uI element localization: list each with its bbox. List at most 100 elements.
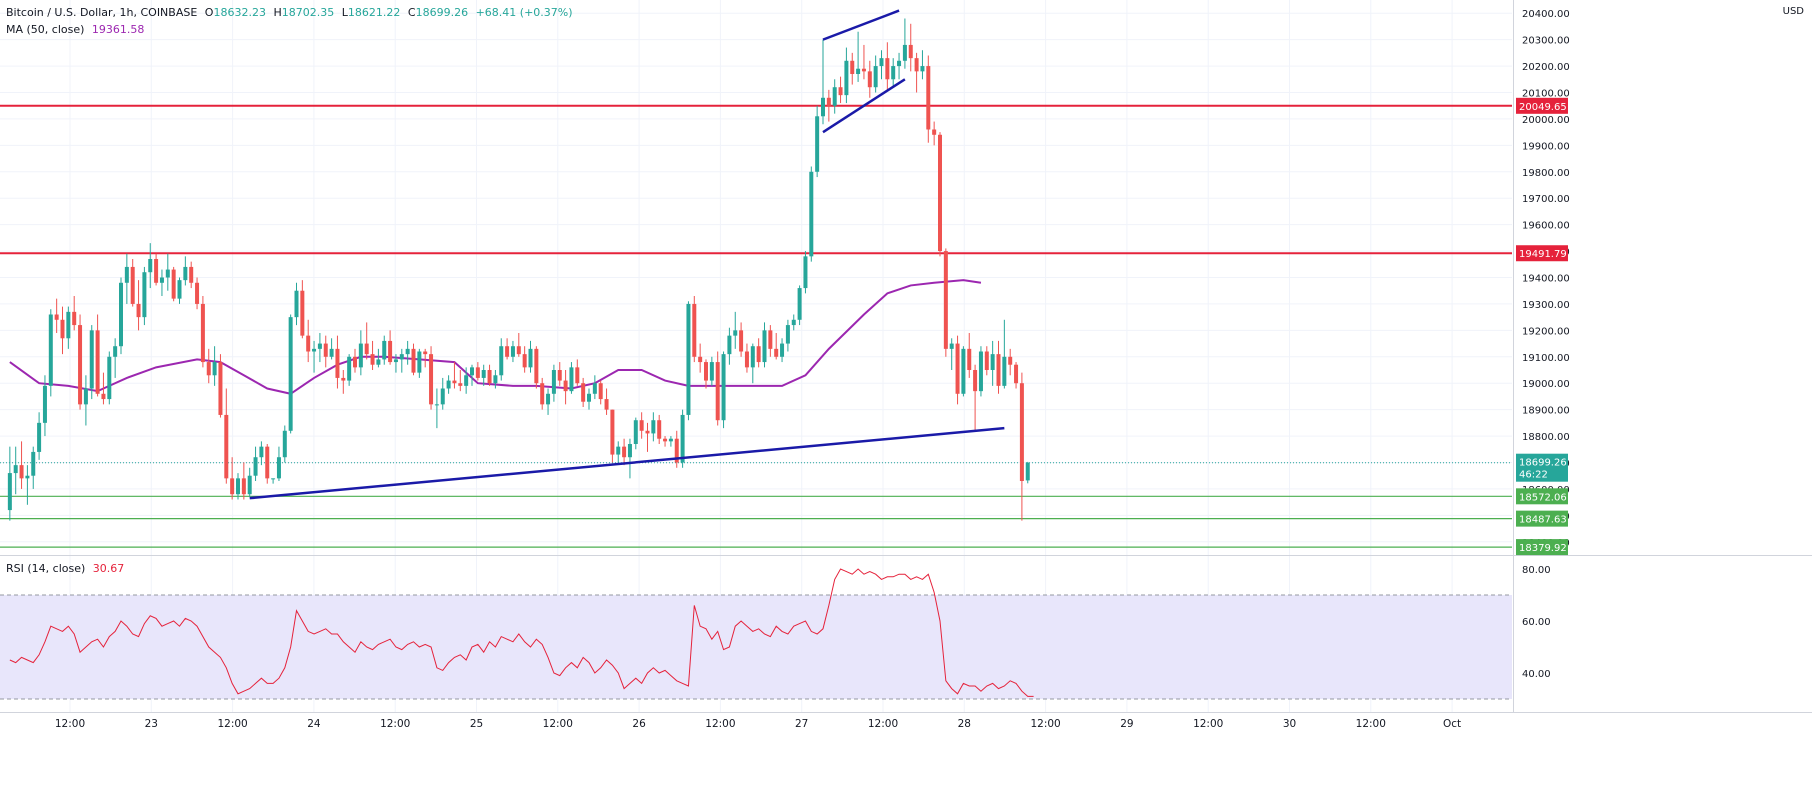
candle: [774, 333, 779, 360]
rsi-legend[interactable]: RSI (14, close) 30.67: [6, 562, 128, 575]
candle: [78, 314, 83, 410]
candle: [516, 333, 521, 357]
candle: [709, 356, 714, 386]
candles: [7, 18, 1030, 521]
candle: [19, 441, 24, 489]
candle: [569, 362, 574, 394]
candle-body: [148, 259, 153, 273]
price-tick-label: 19200.00: [1522, 326, 1570, 337]
rsi-tick-label: 60.00: [1522, 617, 1551, 628]
candle-body: [399, 354, 404, 360]
candle-body: [867, 71, 872, 88]
candle: [358, 330, 363, 376]
candle: [692, 296, 697, 363]
candle: [341, 370, 346, 394]
candle-body: [265, 446, 270, 479]
price-tick-label: 19800.00: [1522, 168, 1570, 179]
price-grid: [0, 0, 1512, 712]
candle-body: [598, 383, 603, 400]
candle-body: [774, 348, 779, 357]
symbol-name: Bitcoin / U.S. Dollar, 1h, COINBASE: [6, 6, 198, 19]
candle: [704, 359, 708, 389]
candle-body: [821, 97, 825, 117]
candle: [200, 296, 205, 368]
rsi-line: [9, 568, 1034, 697]
candle: [66, 306, 71, 349]
candle: [891, 58, 896, 88]
time-tick-label: 12:00: [543, 718, 573, 730]
candle: [353, 348, 357, 373]
candle-body: [1025, 462, 1030, 481]
candle: [674, 430, 679, 468]
candle-body: [768, 330, 773, 349]
candle-body: [493, 375, 498, 384]
candle: [429, 346, 434, 410]
candle-body: [282, 430, 287, 458]
candle: [399, 348, 404, 373]
candle: [627, 438, 632, 479]
candle: [756, 338, 761, 368]
trend-lines: [249, 9, 1005, 500]
candle-body: [206, 362, 211, 376]
candle: [171, 266, 176, 302]
ohlc-open: O18632.23: [204, 6, 266, 19]
candle: [739, 322, 744, 357]
candle: [663, 436, 668, 447]
candle: [949, 338, 954, 370]
candle: [364, 322, 369, 360]
candle: [83, 375, 88, 426]
candle: [464, 367, 469, 394]
candle-body: [183, 266, 188, 281]
candle: [967, 333, 972, 378]
candle: [393, 354, 398, 373]
candle-body: [510, 346, 515, 357]
candle-body: [715, 362, 720, 421]
candle: [780, 338, 785, 363]
candle: [247, 467, 252, 497]
candle: [978, 346, 983, 397]
time-tick-label: 28: [958, 718, 971, 730]
candle: [37, 412, 42, 460]
candle-body: [306, 335, 311, 352]
candle-body: [616, 446, 621, 455]
candle-body: [891, 66, 896, 80]
price-tick-label: 20300.00: [1522, 36, 1570, 47]
candle: [159, 269, 164, 296]
candle-body: [253, 457, 258, 476]
candle: [791, 314, 796, 331]
trend-line: [822, 9, 900, 41]
candle-body: [177, 280, 182, 299]
candle-body: [727, 335, 732, 355]
ma-value: 19361.58: [91, 23, 145, 36]
candle-body: [990, 354, 995, 370]
symbol-legend[interactable]: Bitcoin / U.S. Dollar, 1h, COINBASE O186…: [6, 6, 577, 19]
candle-body: [961, 348, 966, 394]
candle: [1025, 461, 1030, 484]
candle: [189, 261, 194, 289]
candle: [832, 79, 837, 114]
candle: [446, 375, 451, 394]
candle-body: [686, 303, 691, 415]
candle: [148, 243, 153, 289]
candle-body: [417, 351, 422, 373]
candle: [13, 446, 18, 495]
candle-body: [914, 58, 919, 72]
candle-body: [48, 314, 53, 386]
candle: [183, 256, 188, 286]
candle-body: [943, 251, 948, 349]
candle-body: [1002, 356, 1007, 386]
candle: [411, 343, 416, 376]
candle-body: [113, 346, 118, 357]
candle: [850, 52, 855, 85]
price-tick-label: 20100.00: [1522, 89, 1570, 100]
time-tick-label: 12:00: [1356, 718, 1386, 730]
candle-body: [370, 354, 375, 365]
ma-legend[interactable]: MA (50, close) 19361.58: [6, 23, 148, 36]
trend-line: [249, 426, 1005, 500]
candle-body: [388, 340, 393, 363]
candle: [253, 446, 258, 481]
candle-body: [329, 348, 334, 357]
candle-body: [657, 420, 662, 439]
candle: [282, 425, 287, 463]
